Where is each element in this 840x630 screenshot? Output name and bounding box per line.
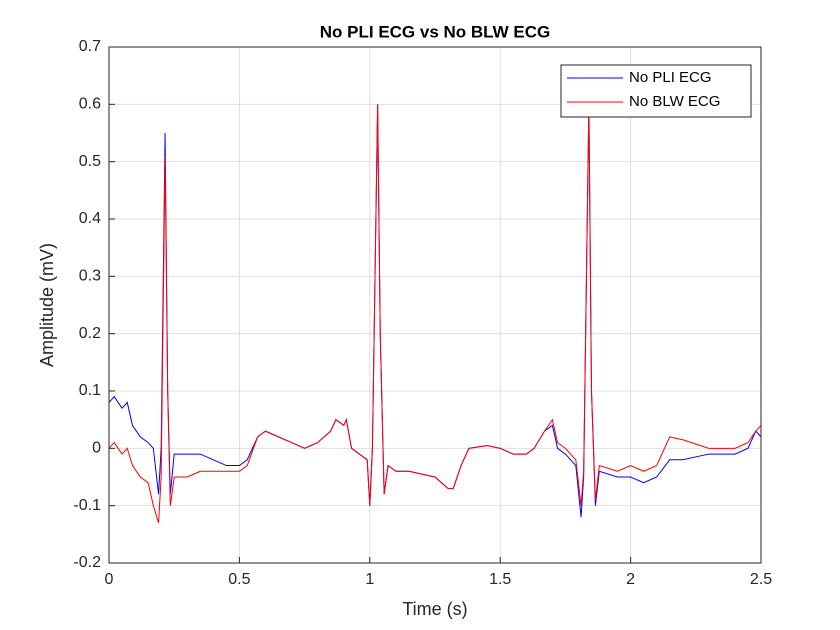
data-line: [108, 104, 762, 524]
y-tick-label: 0.3: [79, 268, 101, 285]
y-tick-label: 0.5: [79, 153, 101, 170]
y-tick-label: 0: [92, 440, 101, 457]
x-tick-label: 0: [105, 571, 114, 588]
y-tick-label: -0.2: [73, 554, 101, 571]
y-tick-label: 0.7: [79, 38, 101, 55]
y-tick-label: 0.2: [79, 325, 101, 342]
y-tick-label: 0.6: [79, 96, 101, 113]
legend-box: [560, 64, 752, 118]
y-tick-label: 0.1: [79, 382, 101, 399]
x-tick-label: 2.5: [750, 571, 772, 588]
legend-label: No PLI ECG: [629, 69, 712, 86]
x-tick-label: 2: [626, 571, 635, 588]
x-tick-label: 0.5: [228, 571, 250, 588]
plot-frame: [108, 46, 762, 564]
legend-label: No BLW ECG: [629, 93, 720, 110]
x-axis-label: Time (s): [402, 599, 467, 619]
chart-title: No PLI ECG vs No BLW ECG: [320, 22, 550, 41]
y-axis-label: Amplitude (mV): [37, 243, 57, 367]
y-tick-label: 0.4: [79, 210, 101, 227]
y-tick-label: -0.1: [73, 497, 101, 514]
x-tick-label: 1: [365, 571, 374, 588]
x-tick-label: 1.5: [489, 571, 511, 588]
